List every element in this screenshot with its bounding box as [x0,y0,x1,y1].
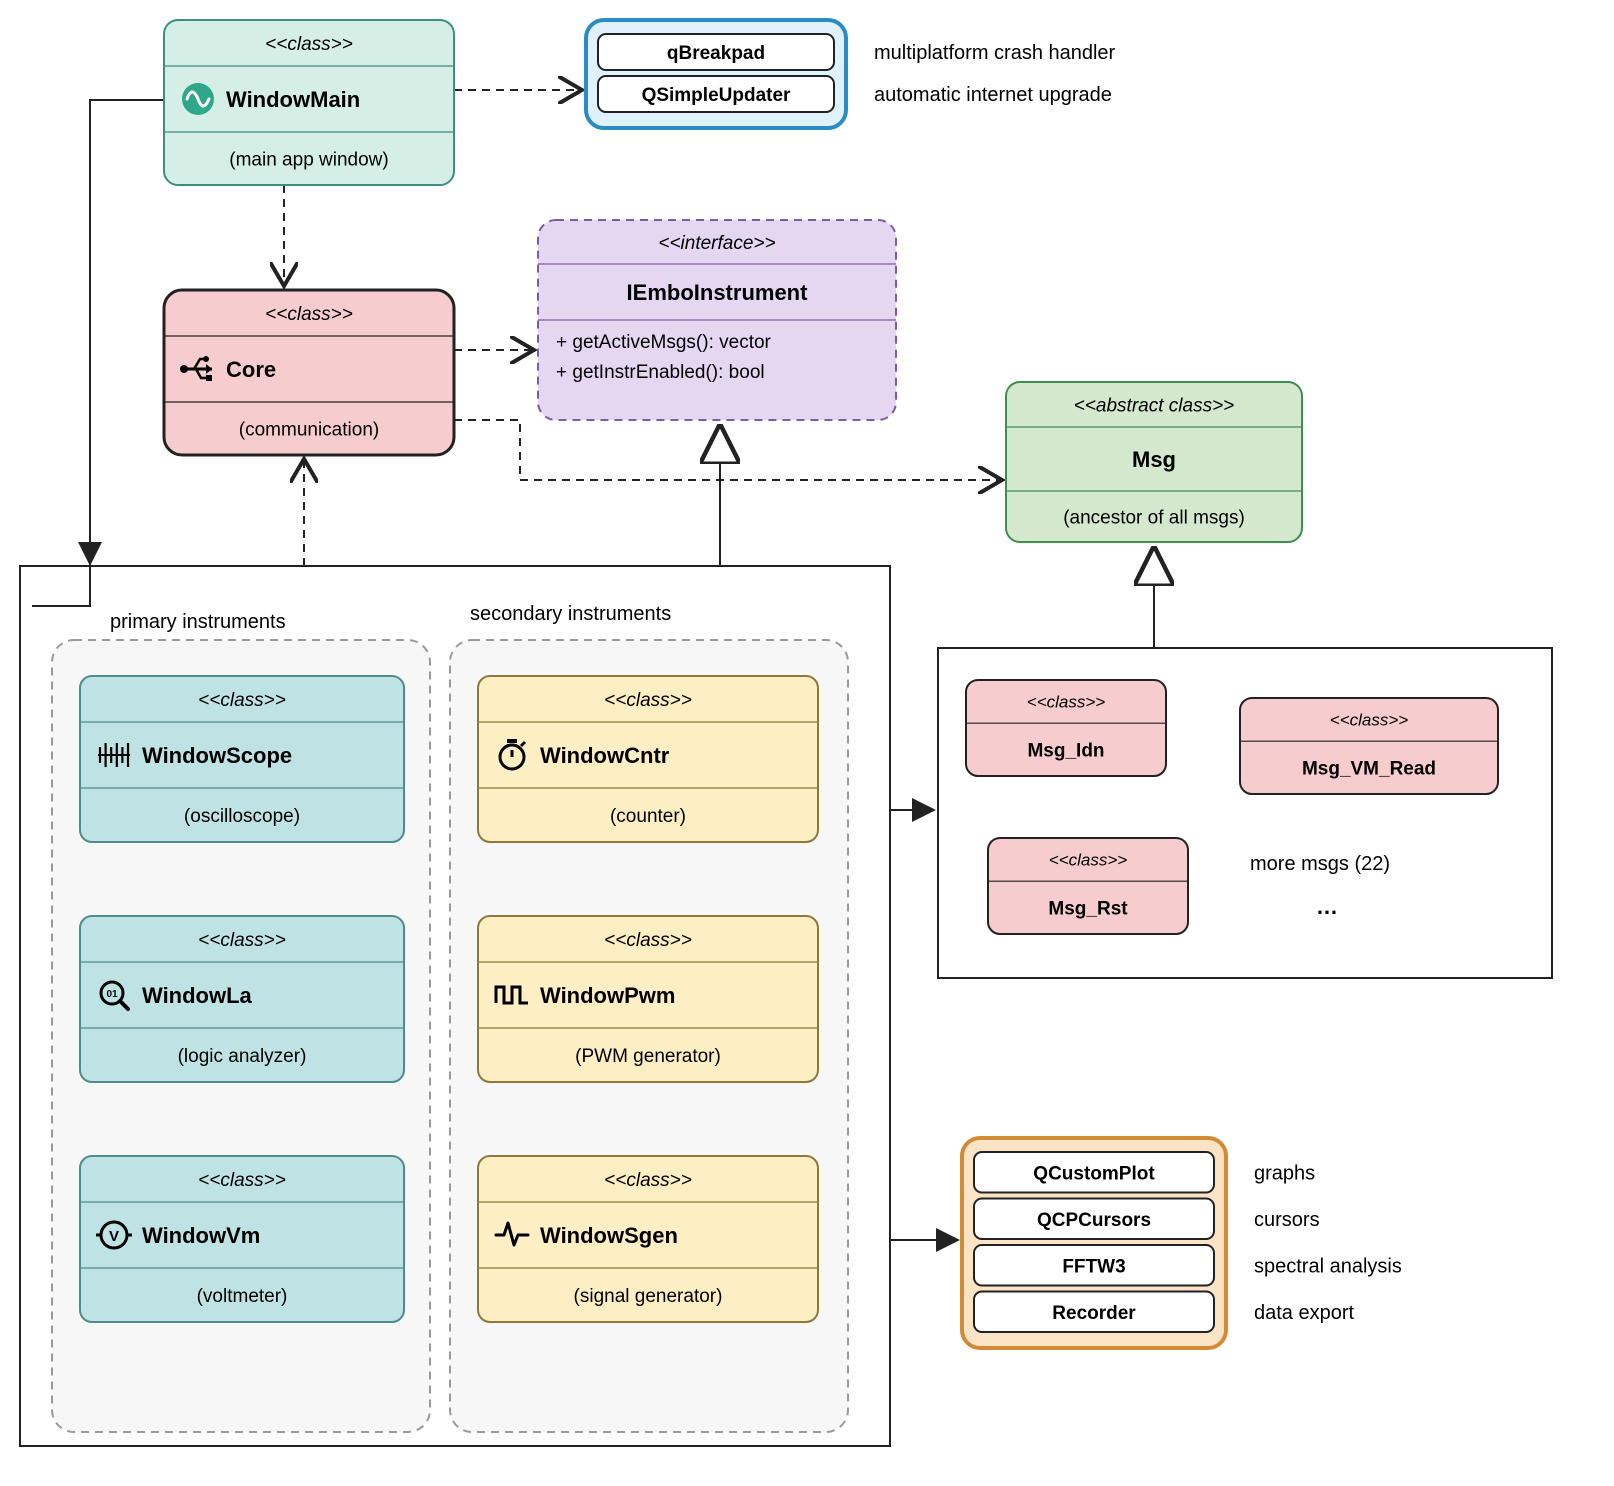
stereotype: <<interface>> [658,233,775,254]
primary-instrument-card: <<class>> V WindowVm (voltmeter) [80,1156,404,1322]
card-subtitle: (logic analyzer) [178,1046,307,1067]
blue_box-note: multiplatform crash handler [874,42,1116,64]
stereotype: <<class>> [198,1170,286,1191]
card-title: Msg_VM_Read [1302,759,1436,780]
stereotype: <<class>> [198,930,286,951]
iembo-card: <<interface>> IEmboInstrument + getActiveM… [538,220,896,420]
card-title: Msg_Idn [1027,741,1104,762]
orange_box-note: graphs [1254,1162,1315,1184]
card-title: Msg [1132,447,1176,472]
ellipsis: … [1316,894,1338,919]
stereotype: <<class>> [1027,693,1106,712]
core-card: <<class>> Core (communication) [164,290,454,455]
stereotype: <<class>> [1049,851,1128,870]
msg-card: <<class>> Msg_Rst [988,838,1188,934]
card-subtitle: (PWM generator) [575,1046,721,1067]
svg-text:V: V [109,1228,119,1245]
secondary-instrument-card: <<class>> WindowPwm (PWM generator) [478,916,818,1082]
card-title: WindowPwm [540,983,675,1008]
card-subtitle: (signal generator) [574,1286,723,1307]
msg-card: <<class>> Msg_Idn [966,680,1166,776]
secondary-instrument-card: <<class>> WindowSgen (signal generator) [478,1156,818,1322]
card-subtitle: (main app window) [229,150,388,171]
card-title: WindowScope [142,743,292,768]
more-msgs-label: more msgs (22) [1250,853,1390,875]
stereotype: <<class>> [604,930,692,951]
orange_box-item: Recorder [1052,1303,1136,1324]
msg-card: <<abstract class>> Msg (ancestor of all ms… [1006,382,1302,542]
primary-instrument-card: <<class>> 01 WindowLa (logic analyzer) [80,916,404,1082]
orange_box-note: cursors [1254,1209,1320,1231]
svg-text:01: 01 [106,989,118,1000]
secondary-instrument-card: <<class>> WindowCntr (counter) [478,676,818,842]
stereotype: <<class>> [265,304,353,325]
secondary-group-label: secondary instruments [470,603,671,625]
orange_box-note: spectral analysis [1254,1255,1402,1277]
card-subtitle: (voltmeter) [197,1286,288,1307]
card-title: WindowVm [142,1223,260,1248]
card-title: WindowCntr [540,743,670,768]
stereotype: <<class>> [604,1170,692,1191]
primary-group-label: primary instruments [110,611,286,633]
blue_box-item: QSimpleUpdater [642,85,791,106]
card-title: Core [226,357,276,382]
stereotype: <<class>> [198,690,286,711]
card-title: IEmboInstrument [627,280,809,305]
card-subtitle: (oscilloscope) [184,806,300,827]
card-title: WindowLa [142,983,253,1008]
method-line: + getInstrEnabled(): bool [556,362,765,383]
primary-instrument-card: <<class>> WindowScope (oscilloscope) [80,676,404,842]
method-line: + getActiveMsgs(): vector [556,332,772,353]
stereotype: <<class>> [1330,711,1409,730]
card-subtitle: (counter) [610,806,686,827]
card-subtitle: (communication) [239,420,379,441]
orange_box-item: QCustomPlot [1033,1163,1155,1184]
orange_box-item: FFTW3 [1062,1256,1125,1277]
msg-card: <<class>> Msg_VM_Read [1240,698,1498,794]
stereotype: <<class>> [604,690,692,711]
blue_box: qBreakpad multiplatform crash handler QSim… [586,20,1116,128]
orange_box-note: data export [1254,1302,1355,1324]
card-title: WindowMain [226,87,360,112]
card-title: Msg_Rst [1048,899,1128,920]
card-title: WindowSgen [540,1223,678,1248]
card-subtitle: (ancestor of all msgs) [1063,508,1245,529]
window-main-card: <<class>> WindowMain (main app window) [164,20,454,185]
blue_box-note: automatic internet upgrade [874,84,1112,106]
sine-icon [182,83,214,115]
orange_box-item: QCPCursors [1037,1210,1151,1231]
stereotype: <<class>> [265,34,353,55]
orange_box: QCustomPlot graphs QCPCursors cursors FFTW3 s… [962,1138,1402,1348]
blue_box-item: qBreakpad [667,43,765,64]
stereotype: <<abstract class>> [1074,396,1235,417]
